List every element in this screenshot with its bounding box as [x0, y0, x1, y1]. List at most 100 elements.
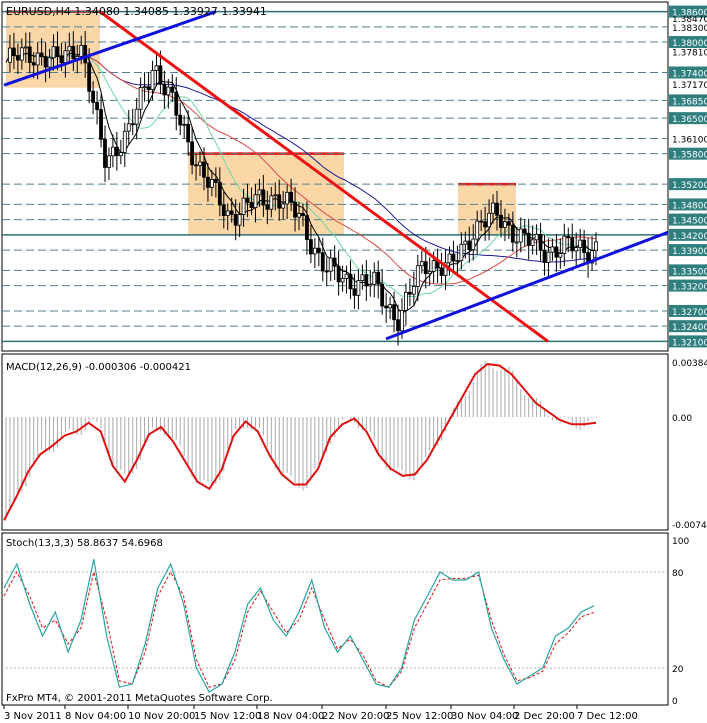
candle-body	[380, 283, 385, 307]
price-tick-label: 1.35800	[672, 151, 707, 161]
candle-body	[186, 123, 191, 143]
price-tick-label: 1.36500	[672, 115, 707, 125]
candle-body	[217, 182, 222, 206]
candle-body	[95, 101, 99, 110]
price-tag	[669, 36, 707, 49]
stoch-signal-line	[3, 570, 595, 688]
candle-body	[59, 55, 64, 63]
candle-body	[126, 123, 131, 132]
price-tag	[669, 178, 707, 191]
stoch-scale: 100 80 20 0	[672, 537, 689, 707]
candle-body	[31, 62, 36, 66]
candle-body	[384, 305, 389, 309]
candle-body	[546, 251, 551, 263]
candle-body	[91, 90, 96, 103]
candle-body	[47, 57, 52, 68]
candle-body	[297, 213, 301, 218]
time-tick-label: 15 Nov 12:00	[194, 711, 261, 722]
candle-body	[574, 247, 579, 252]
macd-label: MACD(12,26,9) -0.000306 -0.000421	[6, 362, 191, 373]
candle-body	[233, 213, 238, 226]
candle-body	[554, 246, 559, 258]
candle-body	[166, 86, 171, 96]
candle-body	[518, 228, 523, 243]
candle-body	[118, 152, 123, 157]
candle-body	[122, 130, 127, 153]
candle-body	[202, 161, 206, 178]
candle-body	[305, 215, 309, 240]
price-tick-label: 1.36100	[672, 135, 707, 145]
candle-body	[392, 304, 396, 321]
price-tick-label: 1.32400	[672, 323, 707, 333]
candle-body	[281, 203, 286, 209]
candle-body	[570, 236, 575, 252]
time-tick-label: 25 Nov 12:00	[386, 711, 453, 722]
price-tag	[669, 147, 707, 160]
candle-body	[269, 195, 274, 210]
candle-body	[550, 246, 555, 253]
candle-body	[475, 220, 480, 240]
price-tick-label: 1.34800	[672, 201, 707, 211]
candle-body	[332, 257, 337, 267]
candle-body	[162, 83, 167, 96]
price-tick-label: 1.33500	[672, 267, 707, 277]
candle-body	[178, 114, 183, 126]
candle-body	[285, 191, 290, 205]
candle-body	[198, 161, 202, 166]
price-tick-label: 1.32100	[672, 338, 707, 348]
candle-body	[237, 214, 242, 226]
stoch-label: Stoch(13,3,3) 58.8637 54.6968	[6, 538, 163, 549]
candle-body	[542, 249, 547, 263]
stoch-tick-label: 20	[672, 665, 684, 675]
price-tick-label: 1.38000	[672, 39, 707, 49]
candle-body	[35, 52, 40, 66]
candle-body	[364, 274, 369, 287]
candle-body	[447, 253, 452, 264]
candle-body	[578, 239, 583, 248]
macd-scale: 0.003843 0.00 -0.007457	[672, 359, 707, 531]
candle-body	[225, 210, 230, 217]
price-tag	[669, 213, 707, 226]
time-tick-label: 2 Dec 20:00	[514, 711, 575, 722]
candle-body	[376, 271, 381, 285]
candle-body	[344, 273, 349, 279]
time-tick-label: 7 Dec 12:00	[577, 711, 638, 722]
candle-body	[142, 86, 147, 89]
candle-body	[459, 243, 464, 262]
price-tag	[669, 66, 707, 79]
time-tick-label: 8 Nov 04:00	[65, 711, 126, 722]
candle-body	[12, 47, 16, 57]
candle-body	[253, 194, 258, 209]
candle-body	[427, 271, 432, 275]
macd-tick-label: 0.003843	[672, 359, 707, 369]
candle-body	[8, 47, 12, 63]
price-tick-label: 1.33200	[672, 283, 707, 293]
candle-body	[27, 46, 32, 63]
candle-body	[190, 141, 195, 166]
candle-body	[487, 212, 491, 228]
candle-body	[130, 123, 135, 126]
candle-body	[265, 204, 270, 210]
price-tag	[669, 198, 707, 211]
candle-body	[400, 309, 404, 332]
uptrend-line-early	[3, 10, 217, 87]
stoch-panel-frame	[1, 532, 669, 706]
candle-body	[114, 146, 119, 157]
price-tick-label: 1.37810	[672, 49, 707, 59]
time-tick-label: 3 Nov 2011	[4, 711, 62, 722]
candle-body	[336, 265, 341, 283]
candle-body	[83, 45, 88, 64]
candle-body	[479, 220, 484, 223]
price-tag	[669, 244, 707, 257]
price-tick-label: 1.34200	[672, 232, 707, 242]
time-tick-label: 10 Nov 20:00	[128, 711, 195, 722]
candle-body	[582, 239, 587, 253]
price-tick-label: 1.38470	[672, 15, 707, 25]
candle-body	[503, 221, 507, 228]
candle-body	[455, 260, 460, 263]
candle-body	[308, 239, 313, 255]
candle-body	[174, 91, 179, 116]
candle-body	[404, 291, 408, 311]
